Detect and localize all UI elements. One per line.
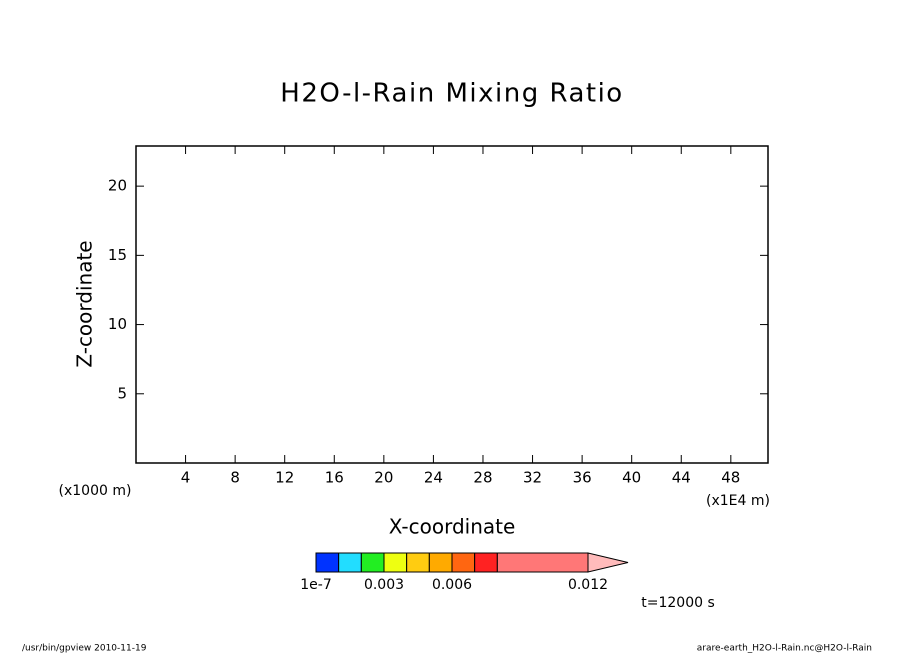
x-tick-label: 44 <box>672 469 691 487</box>
colorbar-label: 0.003 <box>364 577 404 593</box>
colorbar-label: 1e-7 <box>300 577 331 593</box>
y-tick-label: 5 <box>117 384 127 402</box>
y-tick-label: 10 <box>108 315 127 333</box>
x-tick-label: 28 <box>473 469 492 487</box>
y-tick-label: 20 <box>108 177 127 195</box>
colorbar-segment <box>383 552 408 573</box>
colorbar-segment <box>451 552 476 573</box>
x-tick-label: 4 <box>181 469 191 487</box>
colorbar-label: 0.006 <box>432 577 472 593</box>
x-tick-label: 12 <box>275 469 294 487</box>
x-tick-label: 8 <box>230 469 240 487</box>
colorbar-segment <box>360 552 385 573</box>
time-label: t=12000 s <box>641 595 715 611</box>
colorbar-segment <box>428 552 453 573</box>
x-tick-label: 24 <box>424 469 443 487</box>
colorbar-segment <box>315 552 340 573</box>
footer-right: arare-earth_H2O-l-Rain.nc@H2O-l-Rain <box>697 644 872 654</box>
x-unit: (x1E4 m) <box>706 493 770 509</box>
y-tick-label: 15 <box>108 246 127 264</box>
x-tick-label: 20 <box>374 469 393 487</box>
y-unit: (x1000 m) <box>59 483 132 499</box>
plot-frame <box>135 145 769 464</box>
x-tick-label: 40 <box>622 469 641 487</box>
y-axis-label: Z-coordinate <box>73 240 97 367</box>
colorbar-segment <box>338 552 362 573</box>
colorbar-label: 0.012 <box>568 577 608 593</box>
x-tick-label: 48 <box>721 469 740 487</box>
colorbar-segment <box>496 552 589 573</box>
x-tick-label: 32 <box>523 469 542 487</box>
x-axis-label: X-coordinate <box>389 515 516 539</box>
x-tick-label: 36 <box>573 469 592 487</box>
chart-title: H2O-l-Rain Mixing Ratio <box>280 79 623 109</box>
footer-left: /usr/bin/gpview 2010-11-19 <box>22 644 147 654</box>
colorbar-segment <box>474 552 498 573</box>
colorbar-extension <box>587 552 629 573</box>
colorbar-segment <box>406 552 430 573</box>
x-tick-label: 16 <box>325 469 344 487</box>
